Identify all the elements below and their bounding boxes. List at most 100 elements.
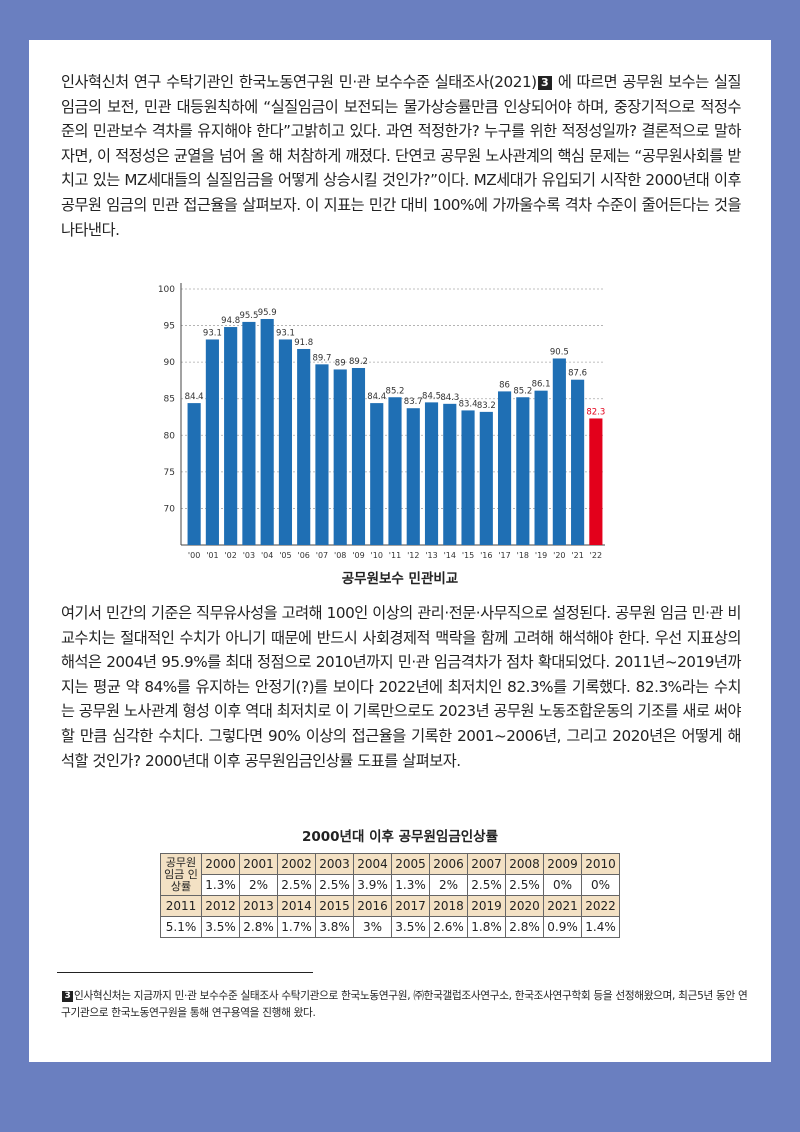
chart-bar (278, 339, 293, 545)
data-label: 90.5 (550, 347, 569, 357)
chart-caption: 공무원보수 민관비교 (341, 571, 459, 587)
intro-paragraph: 인사혁신처 연구 수탁기관인 한국노동연구원 민·관 보수수준 실태조사(202… (61, 70, 741, 242)
table-row: 1.3% 2% 2.5% 2.5% 3.9% 1.3% 2% 2.5% 2.5%… (161, 874, 620, 896)
chart-bar (534, 390, 548, 545)
chart-bar (260, 318, 274, 545)
rate-cell: 3.9% (353, 874, 392, 896)
data-label: 84.5 (422, 391, 441, 401)
y-tick-label: 75 (164, 468, 175, 478)
rate-cell: 3.5% (201, 916, 240, 938)
x-tick-label: '09 (352, 551, 364, 560)
chart-bar (333, 369, 347, 545)
footnote: 3 인사혁신처는 지금까지 민·관 보수수준 실태조사 수탁기관으로 한국노동연구… (61, 988, 749, 1021)
data-label: 85.2 (513, 386, 532, 396)
rate-cell: 2.5% (277, 874, 316, 896)
x-tick-label: '02 (224, 551, 236, 560)
year-cell: 2015 (315, 895, 354, 917)
analysis-paragraph: 여기서 민간의 기준은 직무유사성을 고려해 100인 이상의 관리·전문·사무… (61, 604, 741, 770)
year-cell: 2006 (429, 853, 468, 875)
x-tick-label: '19 (535, 551, 547, 560)
chart-bar (424, 402, 439, 545)
year-cell: 2011 (160, 895, 202, 917)
chart-bar (205, 339, 219, 545)
x-tick-label: '11 (389, 551, 401, 560)
y-tick-label: 100 (158, 285, 175, 295)
year-cell: 2016 (353, 895, 392, 917)
rate-cell: 0% (543, 874, 582, 896)
data-label: 83.7 (404, 397, 423, 407)
x-tick-label: '20 (553, 551, 565, 560)
x-tick-label: '10 (371, 551, 383, 560)
x-tick-label: '04 (261, 551, 273, 560)
x-tick-label: '12 (407, 551, 419, 560)
chart-bar (443, 403, 457, 545)
chart-bar (516, 397, 530, 545)
data-label: 85.2 (386, 386, 405, 396)
year-cell: 2009 (543, 853, 582, 875)
document-page: 인사혁신처 연구 수탁기관인 한국노동연구원 민·관 보수수준 실태조사(202… (29, 40, 771, 1062)
wage-increase-table: 공무원 임금 인상률 2000 2001 2002 2003 2004 2005… (160, 853, 620, 938)
x-tick-label: '21 (571, 551, 583, 560)
year-cell: 2010 (581, 853, 620, 875)
data-label: 84.3 (440, 393, 459, 403)
intro-text-after-ref: 에 따르면 공무원 보수는 실질임금의 보전, 민관 대등원칙하에 “실질임금이… (61, 73, 741, 239)
rate-cell: 2.8% (239, 916, 278, 938)
data-label: 84.4 (367, 392, 386, 402)
intro-text-before-ref: 인사혁신처 연구 수탁기관인 한국노동연구원 민·관 보수수준 실태조사(202… (61, 73, 537, 91)
y-tick-label: 85 (164, 395, 175, 405)
table-row: 5.1% 3.5% 2.8% 1.7% 3.8% 3% 3.5% 2.6% 1.… (160, 916, 620, 938)
x-tick-label: '14 (444, 551, 456, 560)
year-cell: 2012 (201, 895, 240, 917)
footnote-divider (57, 972, 313, 973)
year-cell: 2014 (277, 895, 316, 917)
year-cell: 2007 (467, 853, 506, 875)
rate-cell: 2% (429, 874, 468, 896)
year-cell: 2000 (201, 853, 240, 875)
x-tick-label: '05 (279, 551, 291, 560)
year-cell: 2005 (391, 853, 430, 875)
chart-bar (242, 321, 256, 545)
data-label: 86 (499, 380, 510, 390)
x-tick-label: '18 (517, 551, 529, 560)
rate-cell: 3.5% (391, 916, 430, 938)
rate-cell: 2.8% (505, 916, 544, 938)
rate-cell: 1.4% (581, 916, 620, 938)
rate-cell: 2.5% (505, 874, 544, 896)
footnote-ref-marker[interactable]: 3 (537, 76, 552, 90)
rate-cell: 0.9% (543, 916, 582, 938)
year-cell: 2021 (543, 895, 582, 917)
data-label: 93.1 (203, 328, 222, 338)
data-label: 89.7 (312, 353, 331, 363)
row-label-cell: 공무원 임금 인상률 (160, 853, 202, 896)
year-cell: 2008 (505, 853, 544, 875)
chart-bar (315, 364, 329, 545)
data-label: 87.6 (568, 369, 587, 379)
footnote-text: 인사혁신처는 지금까지 민·관 보수수준 실태조사 수탁기관으로 한국노동연구원… (61, 990, 748, 1019)
x-tick-label: '22 (590, 551, 602, 560)
x-tick-label: '01 (206, 551, 218, 560)
y-tick-label: 90 (164, 358, 176, 368)
year-cell: 2002 (277, 853, 316, 875)
data-label: 93.1 (276, 328, 295, 338)
rate-cell: 2.6% (429, 916, 468, 938)
chart-bar (406, 408, 420, 545)
x-tick-label: '17 (498, 551, 510, 560)
chart-bar (351, 367, 366, 545)
chart-bar (224, 327, 238, 545)
chart-bar (571, 379, 585, 545)
rate-cell: 2% (239, 874, 278, 896)
rate-cell: 3.8% (315, 916, 354, 938)
data-label: 95.9 (258, 308, 277, 318)
x-tick-label: '16 (480, 551, 492, 560)
year-cell: 2018 (429, 895, 468, 917)
year-cell: 2004 (353, 853, 392, 875)
data-label: 86.1 (532, 380, 551, 390)
rate-cell: 3% (353, 916, 392, 938)
rate-cell: 0% (581, 874, 620, 896)
chart-bar (461, 410, 475, 545)
data-label: 94.8 (221, 316, 240, 326)
footnote-marker: 3 (62, 991, 73, 1002)
data-label: 89 (335, 358, 346, 368)
rate-cell: 5.1% (160, 916, 202, 938)
x-tick-label: '03 (243, 551, 255, 560)
